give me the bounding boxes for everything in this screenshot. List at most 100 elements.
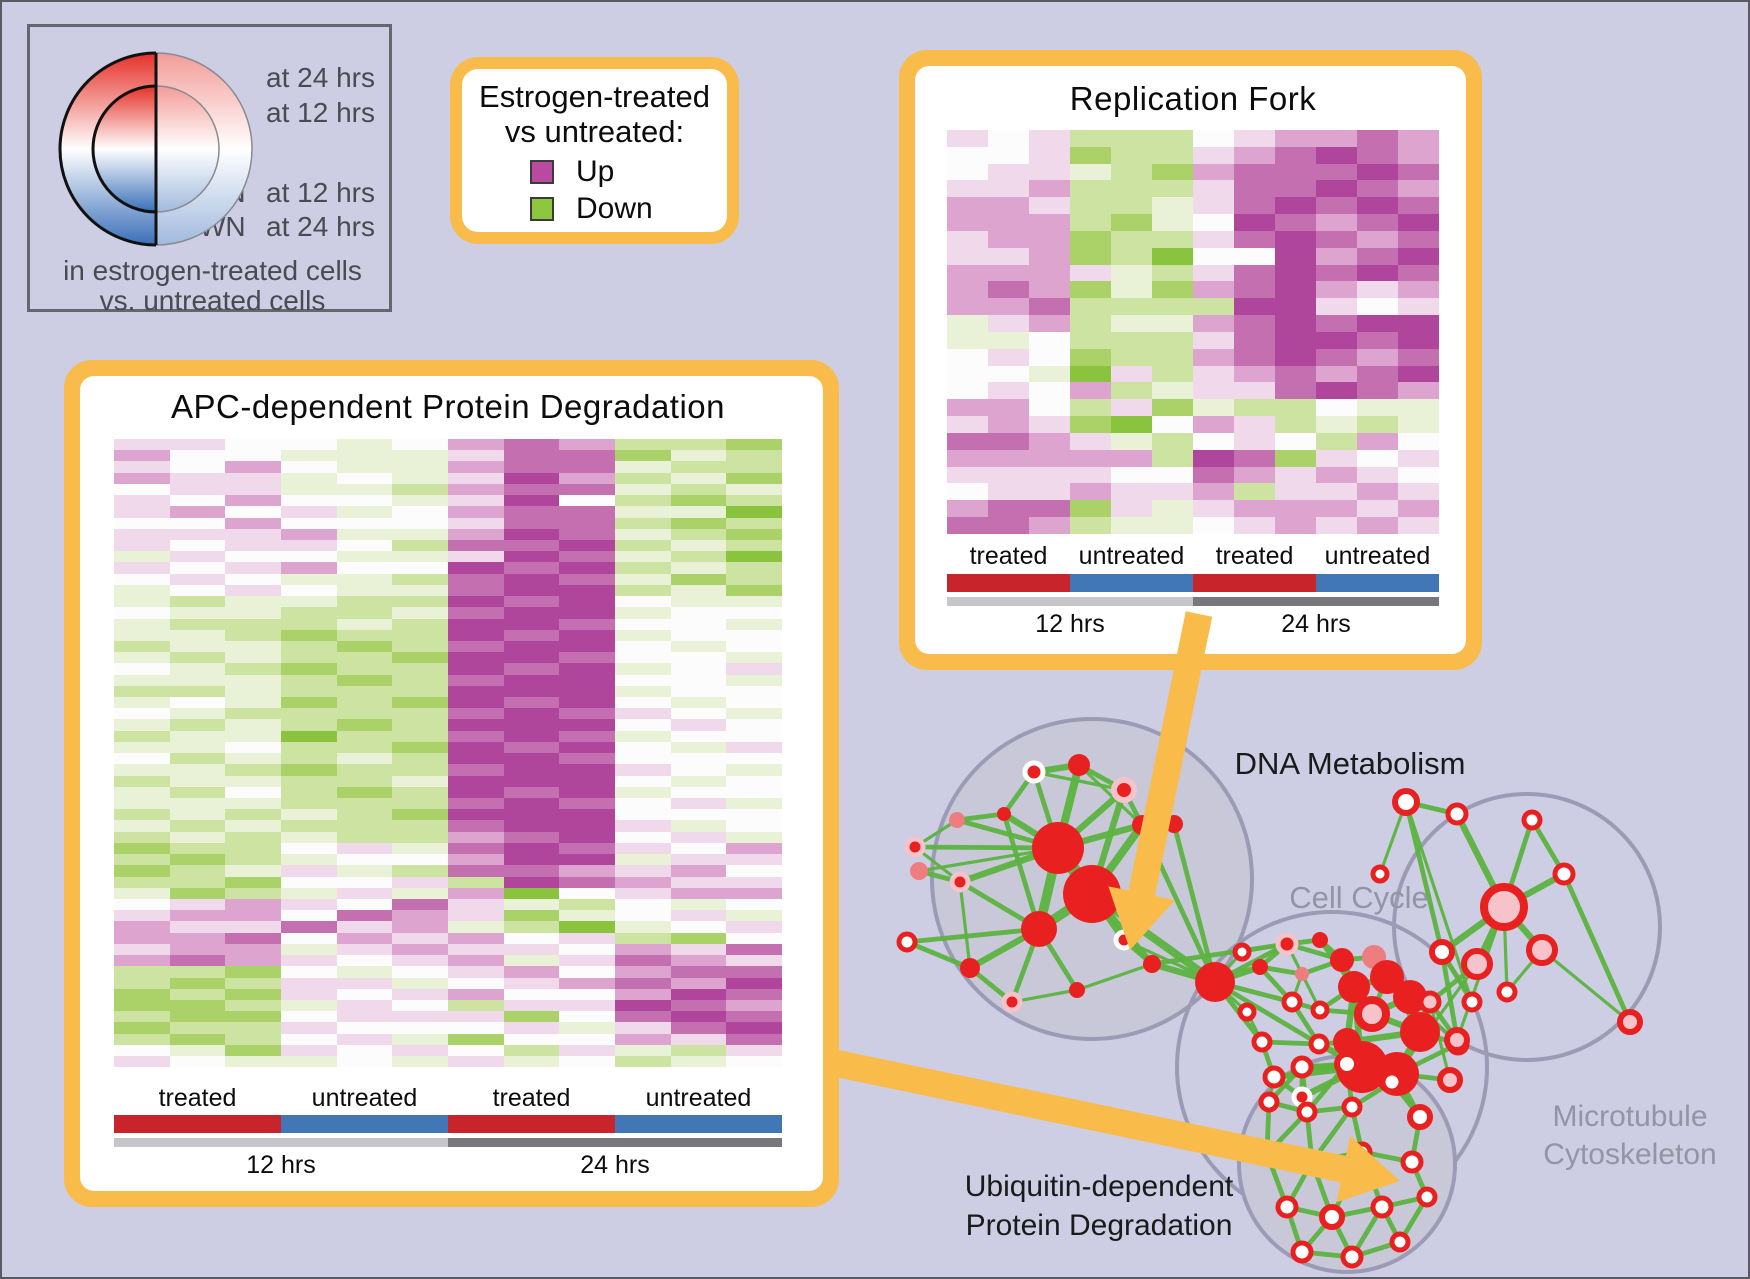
heatmap-row (114, 753, 783, 765)
heatmap-row (114, 842, 783, 855)
replication-fork-condition-labels: treated untreated treated untreated (947, 542, 1439, 570)
heatmap-row (114, 775, 783, 787)
gene-node (1552, 862, 1576, 886)
legend-time-12: at 12 hrs (266, 97, 375, 128)
network-edge (1404, 801, 1474, 1003)
gene-node (1340, 1245, 1364, 1269)
heatmap-row (114, 640, 783, 653)
heatmap-row (114, 1011, 783, 1023)
time-group-label: 24 hrs (580, 1151, 650, 1179)
gene-node (1496, 981, 1518, 1003)
gene-node (1370, 864, 1390, 884)
condition-bar-segment (1316, 574, 1439, 592)
gene-node (949, 812, 965, 828)
key-title-line1: Estrogen-treated (479, 79, 710, 114)
apc-time-bar (114, 1138, 782, 1147)
updown-time-legend: UP at 24 hrs UP at 12 hrs DOWN at 12 hrs… (27, 24, 392, 316)
gene-node (1290, 1055, 1314, 1079)
network-edge (906, 926, 1040, 945)
heatmap-row (114, 506, 783, 518)
heatmap-row (947, 416, 1439, 433)
apc-condition-bar (114, 1115, 782, 1133)
gene-node (1068, 754, 1090, 776)
heatmap-row (114, 921, 783, 933)
gene-node (949, 871, 971, 893)
down-color-swatch (530, 197, 554, 221)
heatmap-row (114, 865, 783, 877)
heatmap-row (114, 898, 783, 911)
heatmap-row (114, 831, 783, 843)
gene-node (1296, 1101, 1318, 1123)
heatmap-row (114, 1056, 783, 1068)
key-item-down-label: Down (576, 192, 653, 225)
heatmap-row (114, 999, 783, 1012)
gene-node (1258, 1091, 1280, 1113)
network-edge (958, 881, 972, 969)
apc-title: APC-dependent Protein Degradation (170, 388, 726, 425)
gene-node (1480, 883, 1528, 931)
gene-node (1400, 1150, 1424, 1174)
gene-node (910, 862, 928, 880)
arrow-replication-fork-to-dna-head (1108, 886, 1175, 950)
gene-node (1195, 962, 1235, 1002)
heatmap-row (947, 163, 1439, 181)
condition-bar-segment (947, 574, 1070, 592)
gene-node (1032, 822, 1084, 874)
updown-legend-graphic (58, 51, 253, 247)
apc-time-labels: 12 hrs 24 hrs (114, 1151, 782, 1181)
heatmap-row (114, 607, 783, 619)
network-edge (1001, 813, 1042, 930)
gene-node (1418, 990, 1442, 1014)
network-edge (1213, 979, 1321, 1047)
network-edge (1395, 963, 1479, 1075)
heatmap-row (114, 461, 783, 473)
cluster-label-microtubule: Microtubule (1552, 1100, 1708, 1133)
heatmap-row (114, 439, 783, 451)
heatmap-row (114, 943, 783, 956)
heatmap-row (114, 697, 783, 709)
gene-node (1021, 911, 1057, 947)
condition-group-label: untreated (311, 1084, 418, 1112)
gene-node (1232, 942, 1252, 962)
heatmap-row (114, 966, 783, 978)
heatmap-row (114, 1022, 783, 1034)
gene-node (1262, 1065, 1286, 1089)
time-group-label: 24 hrs (1281, 610, 1351, 638)
heatmap-row (114, 1044, 783, 1057)
key-item-up-label: Up (576, 155, 615, 188)
heatmap-row (114, 955, 783, 967)
gene-node (1389, 1231, 1411, 1253)
legend-time-24b: at 24 hrs (266, 211, 375, 242)
gene-node (1252, 959, 1268, 975)
legend-footer-line2: vs. untreated cells (99, 285, 326, 316)
heatmap-row (947, 348, 1439, 366)
condition-group-label: treated (492, 1084, 571, 1112)
heatmap-row (114, 674, 783, 686)
gene-node (1437, 1067, 1463, 1093)
cluster-circle-microtubule-cytoskeleton (1392, 792, 1662, 1062)
gene-node (1380, 1070, 1404, 1094)
gene-node (1237, 1002, 1257, 1022)
heatmap-row (114, 551, 783, 563)
gene-node (1063, 865, 1121, 923)
heatmap-row (114, 708, 783, 720)
gene-node (1521, 809, 1543, 831)
condition-group-label: untreated (1324, 542, 1431, 570)
gene-node (1429, 939, 1455, 965)
heatmap-row (947, 264, 1439, 282)
heatmap-row (114, 1033, 783, 1045)
heatmap-row (114, 798, 783, 810)
condition-group-label: untreated (645, 1084, 752, 1112)
heatmap-row (947, 382, 1439, 400)
gene-node (1312, 932, 1328, 948)
heatmap-row (114, 495, 783, 507)
gene-node (1526, 934, 1558, 966)
replication-fork-time-labels: 12 hrs 24 hrs (947, 610, 1439, 640)
arrow-apc-to-ubiquitin-head (1336, 1135, 1400, 1203)
network-edge (1561, 873, 1633, 1023)
heatmap-row (947, 298, 1439, 316)
gene-node (1022, 760, 1046, 784)
condition-group-label: treated (158, 1084, 237, 1112)
